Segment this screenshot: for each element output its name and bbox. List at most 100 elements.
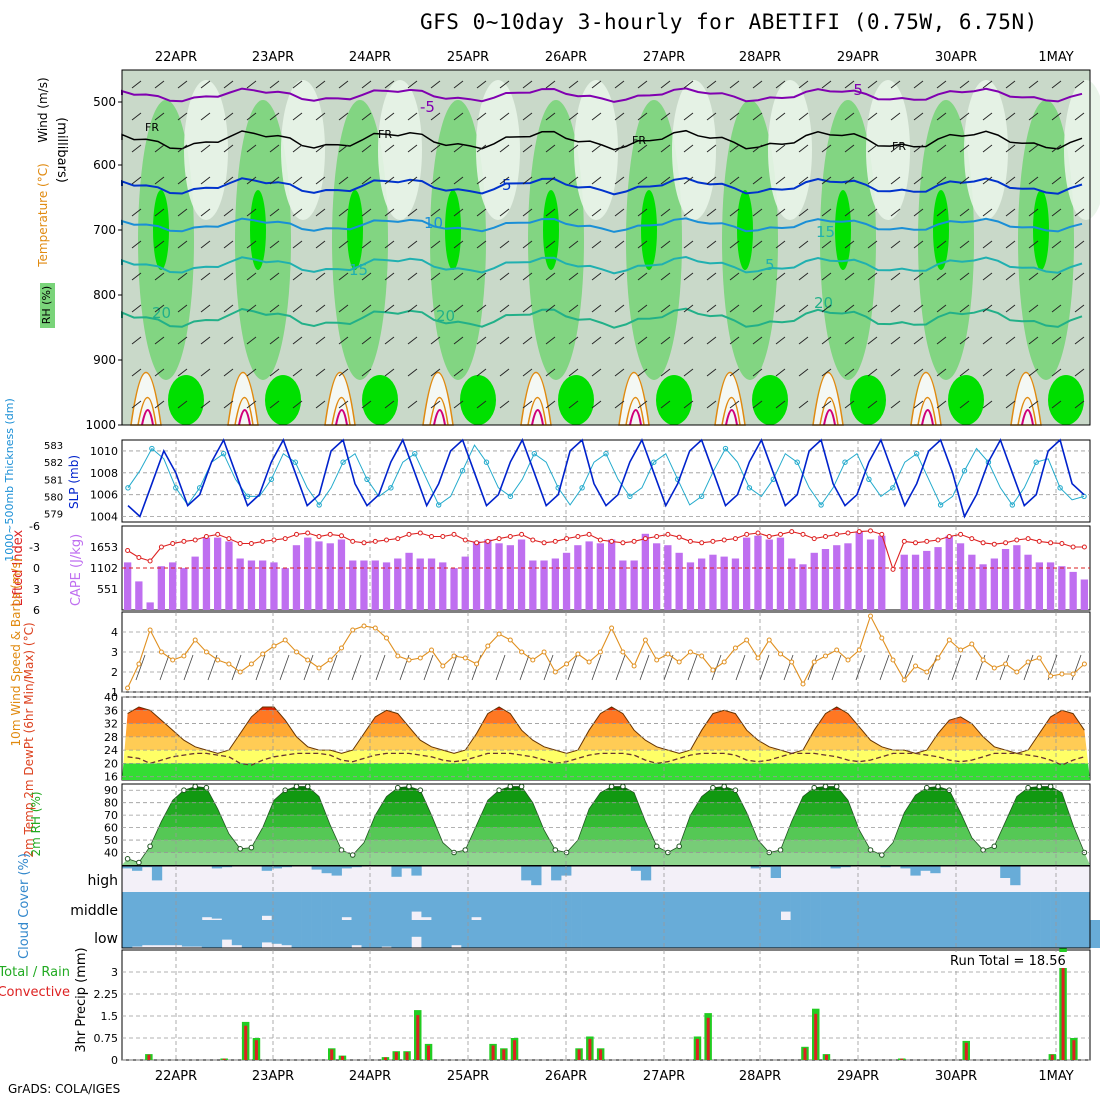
wind-barb [338, 240, 349, 249]
run-total-box [946, 952, 1088, 968]
wind-barb [706, 368, 717, 377]
wind-speed-point [226, 661, 232, 667]
thickness-point [412, 450, 418, 457]
wind-barb [1051, 144, 1062, 153]
wind-barb [729, 400, 740, 409]
wind-tick-label: 4 [111, 626, 118, 639]
wind-barb [430, 272, 441, 281]
wind-barb [154, 272, 165, 281]
cloud-bar-middle [1010, 892, 1021, 920]
wind-barb [775, 208, 786, 217]
rh-dry-column [378, 80, 422, 220]
wind-speed-point [462, 655, 468, 661]
wind-barb [821, 336, 832, 345]
wind-tick-label: 3 [111, 646, 118, 659]
wind-barb [292, 400, 303, 409]
date-tick-top: 30APR [935, 50, 977, 65]
wind-barb [752, 336, 763, 345]
wind-barb [890, 304, 901, 313]
lifted-index-axis-label: Lifted Index [11, 529, 26, 606]
wind-barb [729, 336, 740, 345]
cloud-bar-high [321, 866, 332, 874]
wind-tick-label: 1 [111, 686, 118, 699]
wind-barb [798, 112, 809, 121]
wind-speed-point [980, 657, 986, 663]
wind-barb [706, 240, 717, 249]
wind-barb [568, 176, 579, 185]
cape-bar [900, 554, 908, 610]
isotherm-30 [1021, 409, 1034, 426]
wind-speed-point [958, 647, 964, 653]
wind-barb [545, 112, 556, 121]
cape-bar [292, 545, 301, 610]
surface-wind-barb [639, 654, 650, 681]
wind-barb [568, 272, 579, 281]
cloud-bar-middle [491, 892, 502, 920]
surface-wind-barb [855, 654, 866, 681]
cloud-bar-high [920, 866, 931, 871]
rh-point [192, 783, 198, 790]
surface-wind-barb [231, 654, 242, 681]
thickness-point [579, 485, 585, 491]
wind-barb [844, 240, 855, 249]
wind-barb [246, 304, 257, 313]
rh-point [822, 783, 829, 790]
cloud-bar-low [1070, 920, 1081, 948]
wind-speed-point [744, 637, 750, 643]
cloud-bar-high [401, 866, 412, 869]
rh-low-saturated [948, 375, 984, 425]
precip-convective-bar [814, 1013, 818, 1060]
cloud-bar-high [760, 866, 771, 868]
wind-barb [476, 208, 487, 217]
cape-tick-label: 1653 [90, 541, 118, 554]
cloud-bar-middle [640, 892, 652, 920]
wind-barb [545, 304, 556, 313]
isotherm-30 [335, 409, 348, 426]
surface-wind-barb [951, 654, 962, 681]
cloud-bar-middle [561, 892, 572, 920]
wind-barb [637, 400, 648, 409]
wind-barb [476, 336, 487, 345]
cloud-bar-low [531, 920, 542, 948]
wind-barb [200, 176, 211, 185]
lifted-index-point [924, 538, 930, 544]
cape-bar [1035, 562, 1043, 610]
temperature-band [122, 710, 1090, 724]
wind-barb [844, 80, 855, 89]
surface-wind-barb [807, 654, 818, 681]
cloud-bar-low [241, 920, 253, 948]
wind-speed-point [384, 635, 389, 641]
rh-low-saturated [656, 375, 692, 425]
cloud-bar-low [251, 920, 262, 948]
precip-convective-bar [427, 1045, 430, 1060]
lifted-index-point [350, 538, 356, 544]
wind-barb [706, 304, 717, 313]
date-tick-top: 24APR [349, 50, 391, 65]
rh-point [124, 856, 131, 862]
wind-barb [591, 240, 602, 249]
lifted-index-point [609, 538, 615, 544]
wind-speed-point [868, 613, 873, 619]
rh-point [676, 843, 683, 850]
thickness-point [914, 450, 920, 457]
temperature-axis-label: 2m Temp 2m DewPt (6hr Min/Max) (°C) [22, 622, 36, 857]
precip-convective-bar [222, 1058, 226, 1060]
wind-barb [568, 112, 579, 121]
lifted-index-point [586, 531, 592, 537]
cloud-bar-low [670, 920, 682, 948]
precip-convective-bar [384, 1057, 387, 1060]
wind-barb [867, 400, 878, 409]
lifted-index-point [811, 536, 817, 542]
rh-tick-label: 40 [104, 847, 118, 860]
cloud-bar-middle [151, 892, 163, 920]
cloud-bar-middle [471, 892, 482, 918]
lifted-index-point [282, 536, 288, 542]
wind-barb [453, 336, 464, 345]
cloud-bar-middle [660, 892, 672, 920]
cape-bar [731, 558, 740, 610]
rh-point [1036, 783, 1043, 790]
temp-tick-label: 24 [104, 744, 118, 757]
wind-barb [591, 272, 602, 281]
cape-bar [225, 541, 233, 610]
cloud-bar-middle [361, 892, 372, 920]
